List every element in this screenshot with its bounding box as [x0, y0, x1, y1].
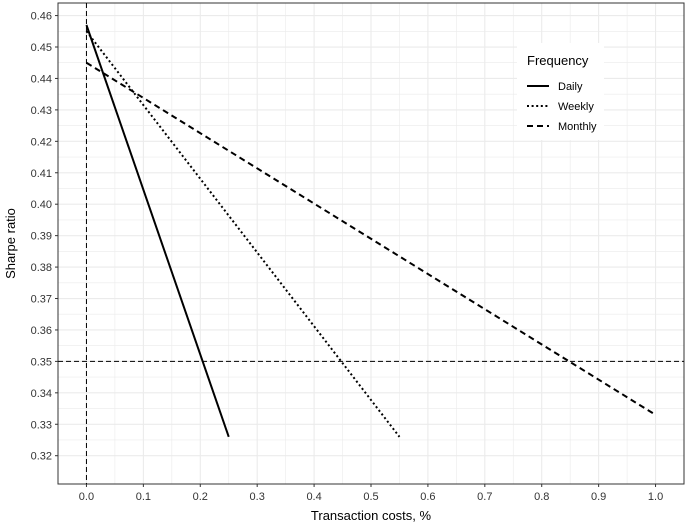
y-tick-label: 0.40	[31, 199, 52, 211]
y-tick-label: 0.35	[31, 356, 52, 368]
y-tick-label: 0.45	[31, 42, 52, 54]
x-tick-label: 0.5	[363, 491, 378, 503]
x-tick-label: 0.4	[306, 491, 321, 503]
x-tick-label: 0.2	[193, 491, 208, 503]
legend-title: Frequency	[527, 53, 589, 68]
y-tick-label: 0.33	[31, 419, 52, 431]
y-tick-label: 0.46	[31, 11, 52, 23]
x-axis-title: Transaction costs, %	[311, 508, 432, 523]
y-tick-label: 0.36	[31, 325, 52, 337]
legend-label-monthly: Monthly	[558, 121, 597, 133]
y-tick-label: 0.32	[31, 451, 52, 463]
y-tick-label: 0.34	[31, 388, 52, 400]
y-tick-label: 0.43	[31, 105, 52, 117]
x-tick-label: 0.9	[591, 491, 606, 503]
legend-box	[517, 43, 604, 140]
x-tick-label: 1.0	[648, 491, 663, 503]
y-axis-title: Sharpe ratio	[3, 208, 18, 279]
legend-label-daily: Daily	[558, 81, 583, 93]
y-tick-label: 0.44	[31, 73, 52, 85]
x-tick-label: 0.0	[79, 491, 94, 503]
x-tick-label: 0.3	[250, 491, 265, 503]
x-tick-label: 0.6	[420, 491, 435, 503]
legend-label-weekly: Weekly	[558, 101, 594, 113]
y-tick-label: 0.38	[31, 262, 52, 274]
y-tick-label: 0.42	[31, 136, 52, 148]
y-tick-label: 0.41	[31, 168, 52, 180]
x-tick-label: 0.7	[477, 491, 492, 503]
series-line-daily	[85, 24, 230, 438]
y-tick-label: 0.39	[31, 231, 52, 243]
x-tick-label: 0.1	[136, 491, 151, 503]
series-line-monthly	[85, 61, 657, 416]
x-tick-label: 0.8	[534, 491, 549, 503]
y-tick-label: 0.37	[31, 294, 52, 306]
